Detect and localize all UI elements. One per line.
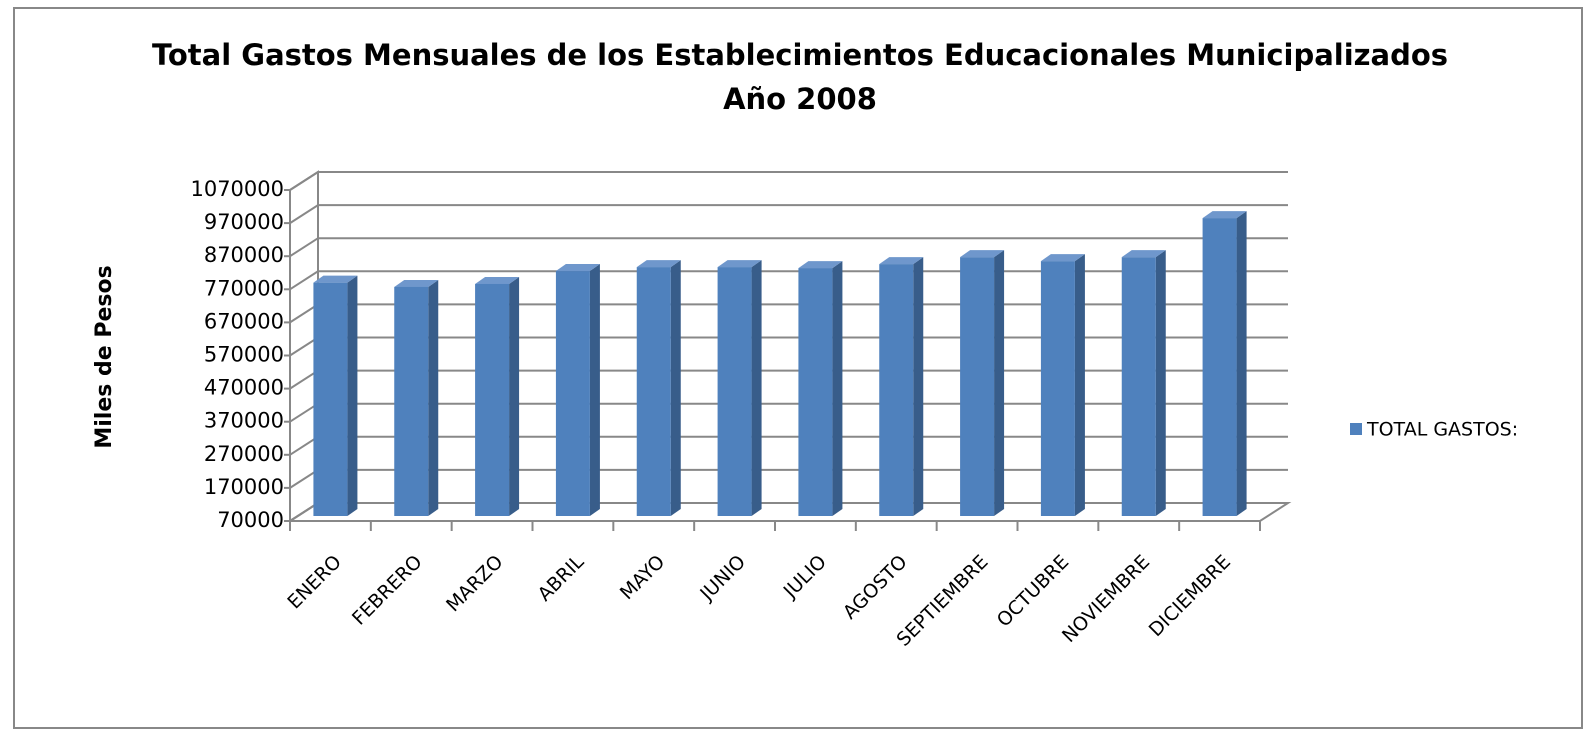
bar bbox=[475, 283, 510, 516]
bar-top bbox=[1121, 250, 1166, 258]
bar-side bbox=[1155, 250, 1166, 516]
bar-top bbox=[475, 276, 520, 284]
y-tick-label: 870000 bbox=[204, 243, 284, 267]
bar-top bbox=[313, 275, 358, 283]
bar-top bbox=[636, 260, 681, 268]
bar-side bbox=[589, 264, 600, 516]
grid-line bbox=[289, 204, 1288, 224]
y-axis-label: Miles de Pesos bbox=[92, 265, 117, 448]
y-tick-label: 70000 bbox=[217, 508, 284, 532]
bar bbox=[1202, 218, 1237, 516]
bar-side bbox=[428, 279, 439, 516]
y-tick-label: 670000 bbox=[204, 309, 284, 333]
bar-side bbox=[832, 261, 843, 516]
chart-title: Total Gastos Mensuales de los Establecim… bbox=[152, 38, 1448, 72]
grid-line bbox=[289, 237, 1288, 258]
y-tick-label: 270000 bbox=[204, 442, 284, 466]
bar-side bbox=[994, 250, 1005, 516]
bar bbox=[798, 268, 833, 516]
bar-side bbox=[913, 257, 924, 516]
bar bbox=[636, 267, 671, 516]
bar bbox=[555, 271, 590, 516]
legend-swatch bbox=[1350, 423, 1362, 435]
bar-side bbox=[751, 260, 762, 516]
y-tick-label: 470000 bbox=[204, 376, 284, 400]
y-tick-label: 970000 bbox=[204, 210, 284, 234]
bar-side bbox=[1074, 254, 1085, 516]
grid-line bbox=[289, 171, 1288, 191]
chart-subtitle: Año 2008 bbox=[723, 82, 877, 116]
bar bbox=[1121, 257, 1156, 516]
legend-label: TOTAL GASTOS: bbox=[1366, 419, 1518, 441]
bar bbox=[960, 257, 995, 516]
bar bbox=[394, 286, 429, 516]
bar bbox=[717, 267, 752, 516]
bar-top bbox=[879, 257, 924, 265]
bar-top bbox=[1040, 254, 1085, 262]
bar bbox=[1040, 261, 1075, 516]
bar-side bbox=[509, 276, 520, 516]
bar-top bbox=[717, 260, 762, 268]
chart-border bbox=[13, 7, 1583, 729]
bar-top bbox=[555, 264, 600, 272]
y-tick-label: 170000 bbox=[204, 475, 284, 499]
y-tick-label: 1070000 bbox=[190, 177, 284, 201]
bar-top bbox=[798, 261, 843, 269]
bar-side bbox=[347, 275, 358, 516]
bar bbox=[879, 264, 914, 516]
y-tick-label: 370000 bbox=[204, 409, 284, 433]
y-tick-label: 770000 bbox=[204, 276, 284, 300]
bar-side bbox=[1236, 211, 1247, 516]
bar-top bbox=[394, 279, 439, 287]
bar bbox=[313, 282, 348, 516]
bar-side bbox=[670, 260, 681, 516]
bar-top bbox=[960, 250, 1005, 258]
bar-top bbox=[1202, 211, 1247, 219]
y-tick-label: 570000 bbox=[204, 343, 284, 367]
